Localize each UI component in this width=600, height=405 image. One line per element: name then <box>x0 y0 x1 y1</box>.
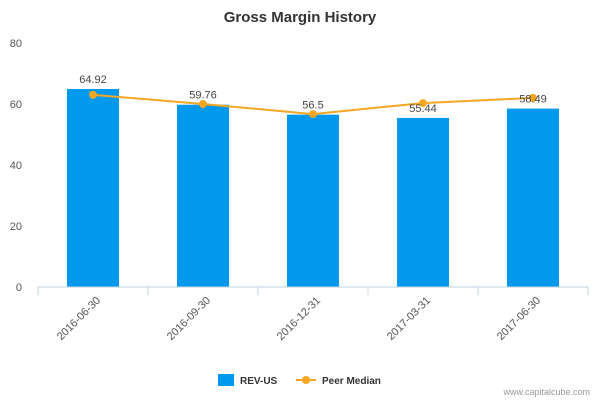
peer-median-point[interactable] <box>419 99 427 108</box>
bar-series <box>67 88 559 288</box>
bar[interactable] <box>287 114 339 287</box>
x-tick-label: 2016-12-31 <box>275 295 323 343</box>
chart-title: Gross Margin History <box>224 9 377 26</box>
y-tick-label: 60 <box>10 99 22 111</box>
bar[interactable] <box>397 117 449 288</box>
x-tick-label: 2016-06-30 <box>55 295 103 343</box>
bar[interactable] <box>507 108 559 287</box>
x-tick-label: 2017-03-31 <box>385 295 433 343</box>
legend[interactable]: REV-US Peer Median <box>218 374 381 387</box>
bar-data-label: 64.92 <box>79 74 107 86</box>
bar[interactable] <box>177 104 229 288</box>
y-tick-label: 40 <box>10 160 22 172</box>
legend-label-rev-us[interactable]: REV-US <box>240 376 278 387</box>
legend-swatch-rev-us[interactable] <box>218 374 234 386</box>
y-axis: 0 20 40 60 80 <box>10 38 22 294</box>
peer-median-series <box>89 90 537 119</box>
bar-data-label: 55.44 <box>409 103 437 115</box>
x-axis: 2016-06-30 2016-09-30 2016-12-31 2017-03-31… <box>37 286 589 343</box>
bar-data-label: 56.5 <box>302 100 323 112</box>
bar-data-label: 59.76 <box>189 90 217 102</box>
x-tick-label: 2017-06-30 <box>495 295 543 343</box>
legend-label-peer-median[interactable]: Peer Median <box>322 376 381 387</box>
y-tick-label: 80 <box>10 38 22 50</box>
bar-data-label: 58.49 <box>519 94 547 106</box>
legend-swatch-peer-median-point[interactable] <box>302 376 310 384</box>
peer-median-point[interactable] <box>199 100 207 108</box>
peer-median-point[interactable] <box>309 110 317 119</box>
credit-text: www.capitalcube.com <box>502 387 590 397</box>
y-tick-label: 20 <box>10 221 22 233</box>
x-tick-label: 2016-09-30 <box>165 295 213 343</box>
bar[interactable] <box>67 88 119 287</box>
peer-median-point[interactable] <box>89 90 97 99</box>
data-labels: 64.92 59.76 56.5 55.44 58.49 <box>79 74 547 115</box>
peer-median-point[interactable] <box>529 93 537 102</box>
y-tick-label: 0 <box>16 282 22 294</box>
